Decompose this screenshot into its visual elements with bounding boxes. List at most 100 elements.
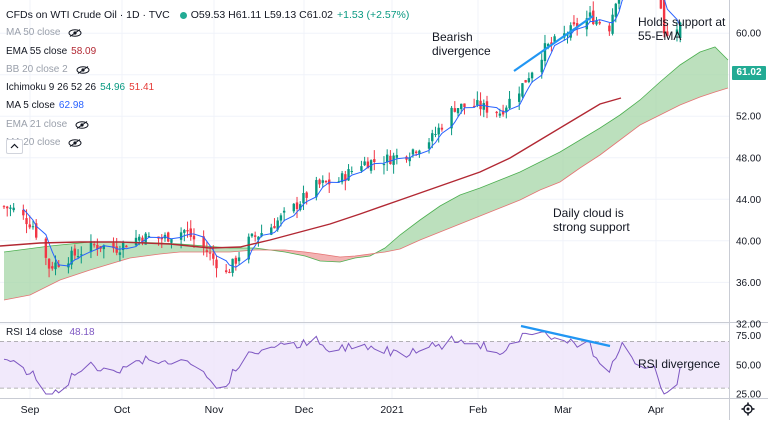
ichimoku-cloud-bullish: [374, 47, 728, 254]
candle-body: [186, 230, 189, 232]
candle-body: [543, 43, 547, 62]
candle-body: [234, 257, 238, 264]
candle-body: [463, 103, 466, 108]
candle-body: [257, 236, 260, 240]
candle-body: [498, 113, 502, 116]
collapse-legend-button[interactable]: [6, 139, 23, 154]
candle-body: [363, 161, 366, 166]
candle-body: [189, 228, 192, 237]
candle-body: [501, 110, 505, 115]
candle-body: [270, 227, 273, 235]
candle-body: [524, 80, 527, 83]
candle-body: [456, 108, 460, 114]
gear-icon[interactable]: [741, 402, 755, 416]
candle-body: [302, 193, 305, 204]
price-axis-label: 40.00: [736, 236, 761, 247]
candle-body: [318, 179, 321, 185]
candle-body: [57, 264, 60, 267]
candle-body: [44, 238, 48, 258]
candle-body: [224, 270, 228, 273]
candle-body: [617, 0, 621, 4]
candle-body: [540, 59, 543, 73]
candle-body: [250, 233, 254, 237]
rsi-legend[interactable]: RSI 14 close 48.18: [6, 327, 95, 338]
annotation-holds-support: Holds support at 55-EMA: [638, 15, 726, 43]
indicator-label: BB 20 close 2: [6, 63, 68, 75]
candle-body: [518, 93, 521, 102]
candle-body: [495, 111, 498, 114]
candle-body: [666, 31, 669, 37]
indicator-row[interactable]: EMA 21 close: [6, 116, 413, 134]
indicator-value: 54.96: [100, 82, 126, 94]
candle-body: [566, 34, 569, 36]
candle-body: [292, 203, 295, 212]
candle-body: [530, 72, 534, 79]
indicator-row[interactable]: EMA 55 close 58.09: [6, 43, 413, 61]
candle-body: [546, 44, 550, 47]
hidden-eye-icon[interactable]: [68, 139, 82, 148]
candle-body: [585, 18, 589, 30]
hidden-eye-icon[interactable]: [76, 66, 90, 74]
annotation-daily-cloud: Daily cloud is strong support: [553, 206, 630, 234]
candle-body: [295, 202, 299, 210]
candle-body: [505, 107, 508, 112]
ichimoku-cloud-bearish: [270, 250, 374, 262]
indicator-label: EMA 21 close: [6, 118, 68, 130]
candle-body: [202, 236, 205, 248]
candle-body: [215, 259, 218, 269]
candle-body: [450, 107, 453, 129]
candle-body: [350, 170, 353, 172]
candle-body: [588, 12, 592, 17]
candle-body: [389, 155, 392, 165]
price-axis-label: 52.00: [736, 112, 761, 123]
indicator-row[interactable]: Ichimoku 9 26 52 26 54.96 51.41: [6, 79, 413, 97]
hidden-eye-icon[interactable]: [75, 121, 89, 129]
candle-body: [260, 233, 263, 237]
candle-body: [614, 3, 617, 17]
ichimoku-span-a: [3, 46, 729, 263]
candle-body: [25, 218, 28, 225]
ohlc-values: O59.53 H61.11 L59.13 C61.02: [190, 9, 333, 21]
indicator-row[interactable]: MA 50 close: [6, 24, 413, 42]
candle-body: [183, 230, 186, 233]
candle-body: [54, 262, 57, 270]
symbol-title-row[interactable]: CFDs on WTI Crude Oil · 1D · TVC O59.53 …: [6, 6, 413, 24]
candle-body: [205, 250, 209, 252]
indicator-value-2: 51.41: [129, 82, 155, 94]
symbol-title[interactable]: CFDs on WTI Crude Oil · 1D · TVC: [6, 9, 170, 21]
candle-body: [167, 232, 170, 242]
last-price-badge: 61.02: [732, 66, 766, 80]
candle-body: [411, 149, 415, 155]
candle-body: [170, 239, 173, 243]
candle-body: [324, 180, 328, 183]
time-axis-label: Mar: [554, 404, 573, 416]
candle-body: [553, 36, 556, 42]
candle-body: [592, 10, 595, 25]
indicator-row[interactable]: BB 20 close 2: [6, 61, 413, 79]
candle-body: [70, 250, 73, 265]
candle-body: [112, 242, 115, 249]
indicator-row[interactable]: MA 5 close 62.98: [6, 97, 413, 115]
annotation-rsi-divergence: RSI divergence: [638, 357, 721, 371]
candle-body: [273, 226, 276, 229]
candle-body: [102, 245, 106, 250]
indicator-label: Ichimoku 9 26 52 26: [6, 82, 97, 94]
time-axis-label: Oct: [114, 404, 130, 416]
candle-body: [608, 25, 611, 32]
indicator-row[interactable]: MA 20 close: [6, 134, 413, 152]
hidden-eye-icon[interactable]: [68, 29, 82, 38]
chevron-up-icon: [10, 143, 19, 149]
candle-body: [89, 241, 93, 253]
ichimoku-cloud-bullish: [4, 242, 270, 300]
candle-body: [147, 235, 151, 237]
rsi-axis-label: 50.00: [736, 360, 761, 371]
candle-body: [28, 224, 31, 228]
annotation-bearish-divergence: Bearish divergence: [432, 30, 491, 58]
time-axis-label: Apr: [648, 404, 665, 416]
time-axis-label: 2021: [380, 404, 404, 416]
candle-body: [282, 210, 286, 213]
rsi-divergence-trendline: [520, 324, 611, 348]
indicator-label: MA 50 close: [6, 27, 61, 39]
candle-body: [508, 98, 511, 109]
